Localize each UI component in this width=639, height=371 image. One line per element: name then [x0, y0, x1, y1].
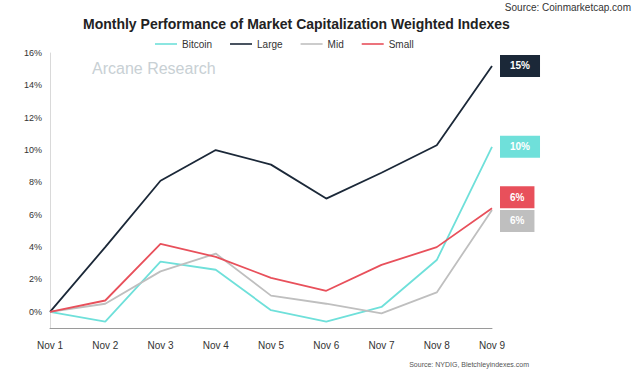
svg-text:14%: 14% — [24, 80, 42, 90]
svg-text:2%: 2% — [29, 274, 42, 284]
svg-text:Bitcoin: Bitcoin — [182, 39, 212, 50]
svg-text:Nov 7: Nov 7 — [368, 340, 395, 351]
svg-text:6%: 6% — [510, 192, 525, 203]
svg-text:Nov 1: Nov 1 — [37, 340, 64, 351]
svg-text:6%: 6% — [510, 215, 525, 226]
svg-text:Nov 9: Nov 9 — [479, 340, 506, 351]
svg-text:Nov 4: Nov 4 — [203, 340, 230, 351]
svg-text:Large: Large — [257, 39, 283, 50]
svg-text:Source: NYDIG, Bletchleyindexe: Source: NYDIG, Bletchleyindexes.com — [409, 361, 529, 369]
svg-text:12%: 12% — [24, 113, 42, 123]
svg-text:Nov 5: Nov 5 — [258, 340, 285, 351]
svg-text:Nov 2: Nov 2 — [92, 340, 119, 351]
svg-text:Mid: Mid — [328, 39, 344, 50]
svg-text:Nov 3: Nov 3 — [147, 340, 174, 351]
svg-text:10%: 10% — [510, 141, 530, 152]
svg-text:Nov 8: Nov 8 — [424, 340, 451, 351]
svg-text:0%: 0% — [29, 307, 42, 317]
svg-text:Source: Coinmarketcap.com: Source: Coinmarketcap.com — [505, 2, 631, 13]
svg-text:15%: 15% — [510, 60, 530, 71]
svg-text:10%: 10% — [24, 145, 42, 155]
svg-text:Nov 6: Nov 6 — [313, 340, 340, 351]
svg-text:6%: 6% — [29, 210, 42, 220]
svg-text:Arcane Research: Arcane Research — [92, 60, 216, 77]
svg-text:8%: 8% — [29, 177, 42, 187]
svg-text:16%: 16% — [24, 48, 42, 58]
svg-text:4%: 4% — [29, 242, 42, 252]
svg-text:Monthly Performance of Market: Monthly Performance of Market Capitaliza… — [83, 16, 510, 32]
svg-text:Small: Small — [389, 39, 414, 50]
